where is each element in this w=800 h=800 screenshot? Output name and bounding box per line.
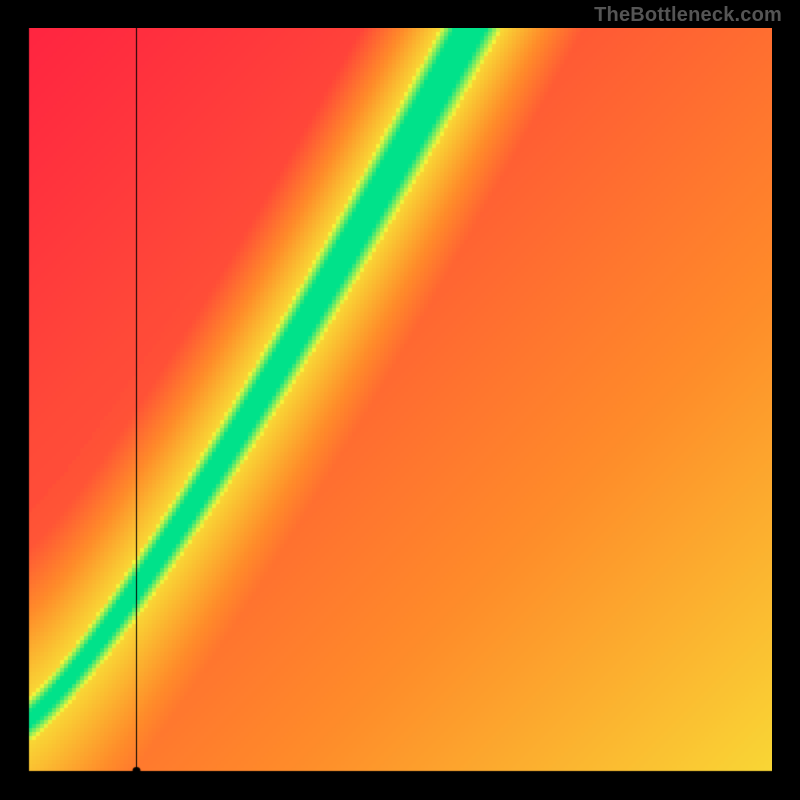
heatmap-canvas xyxy=(28,28,772,772)
plot-area xyxy=(28,28,772,772)
chart-root: TheBottleneck.com xyxy=(0,0,800,800)
watermark-text: TheBottleneck.com xyxy=(594,4,782,27)
